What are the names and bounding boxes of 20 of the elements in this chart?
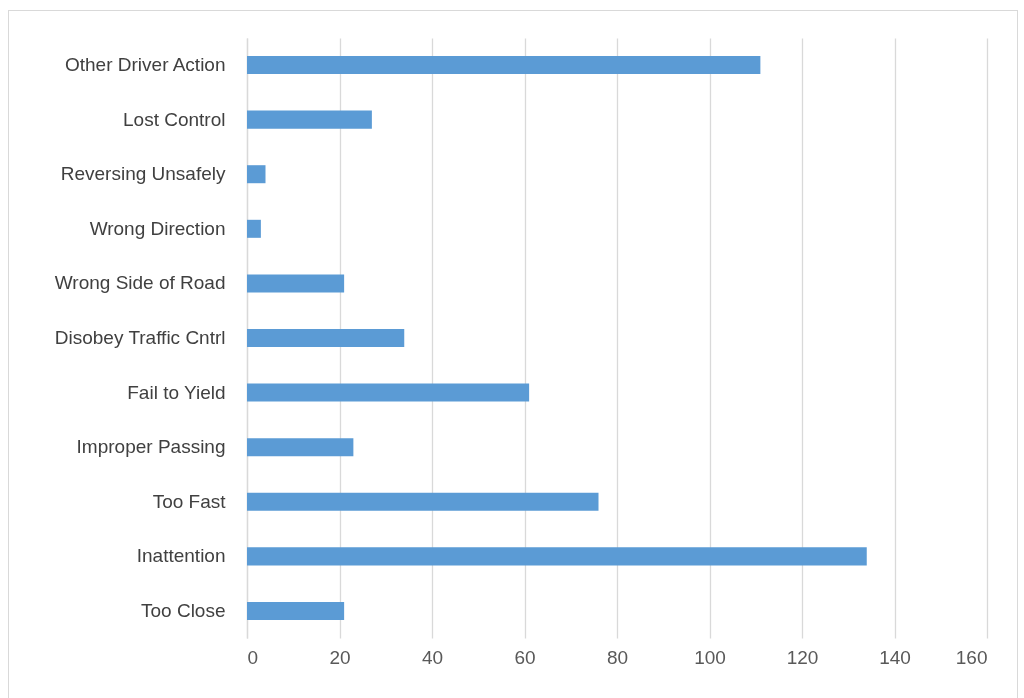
x-tick-label: 0 <box>247 646 259 668</box>
y-tick-label: Wrong Direction <box>89 217 226 239</box>
x-tick-label: 20 <box>329 646 351 668</box>
y-tick-label: Inattention <box>136 545 226 567</box>
x-tick-label: 140 <box>879 646 911 668</box>
x-tick-label: 80 <box>606 646 629 668</box>
y-tick-label: Other Driver Action <box>65 54 226 76</box>
y-tick-label: Wrong Side of Road <box>54 272 226 294</box>
y-tick-label: Fail to Yield <box>127 381 226 403</box>
x-tick-label: 100 <box>694 646 726 668</box>
x-tick-label: 40 <box>421 646 444 668</box>
y-tick-label: Too Fast <box>152 490 227 512</box>
y-tick-label: Improper Passing <box>76 436 226 458</box>
y-tick-label: Reversing Unsafely <box>60 163 226 185</box>
x-tick-label: 60 <box>514 646 536 668</box>
x-tick-label: 160 <box>955 646 988 668</box>
y-tick-label: Lost Control <box>123 108 226 130</box>
y-tick-label: Disobey Traffic Cntrl <box>54 327 226 348</box>
y-tick-label: Too Close <box>141 599 226 621</box>
x-tick-label: 120 <box>786 646 819 668</box>
